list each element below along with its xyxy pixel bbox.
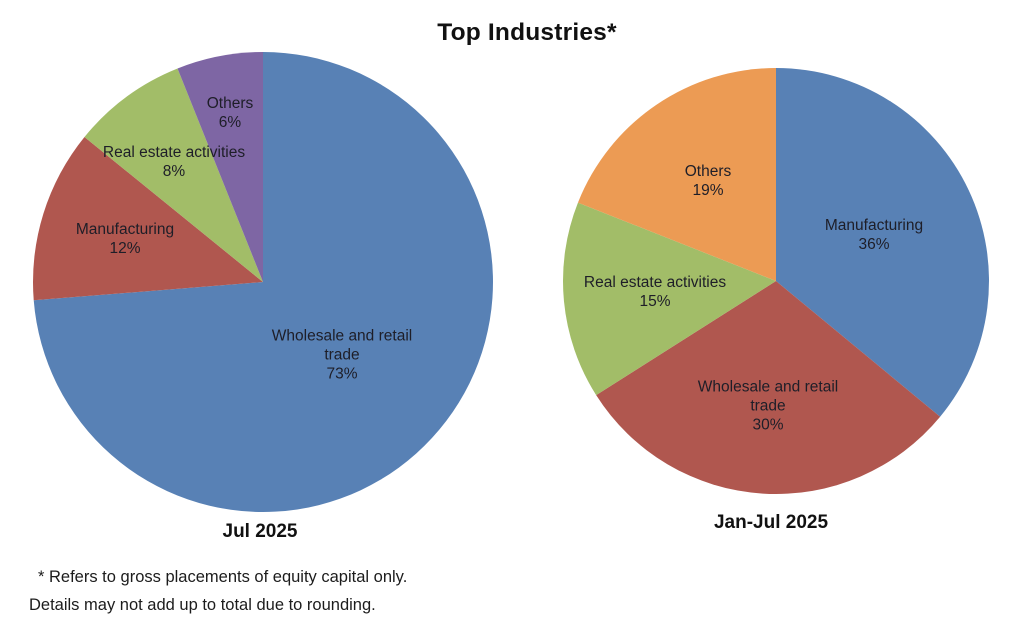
pie-slice-manufacturing — [776, 68, 989, 417]
pie-slice-manufacturing — [32, 136, 263, 301]
left-pie-caption: Jul 2025 — [222, 521, 298, 542]
footnote-line-1: * Refers to gross placements of equity c… — [38, 568, 408, 586]
pie-slice-others — [577, 68, 776, 281]
pie-chart-jul-2025 — [32, 52, 493, 512]
page-title: Top Industries* — [437, 19, 617, 46]
pie-slice-wholesale-and-retail-trade — [596, 281, 941, 494]
right-pie-caption: Jan-Jul 2025 — [713, 512, 829, 533]
footnote: * Refers to gross placements of equity c… — [29, 563, 407, 619]
pie-slice-real-estate-activities — [563, 202, 776, 396]
pie-slice-real-estate-activities — [84, 68, 264, 282]
footnote-line-2: Details may not add up to total due to r… — [29, 596, 376, 614]
pie-slice-wholesale-and-retail-trade — [33, 52, 493, 512]
pie-chart-jan-jul-2025 — [563, 68, 989, 494]
pie-slice-others — [177, 52, 263, 282]
